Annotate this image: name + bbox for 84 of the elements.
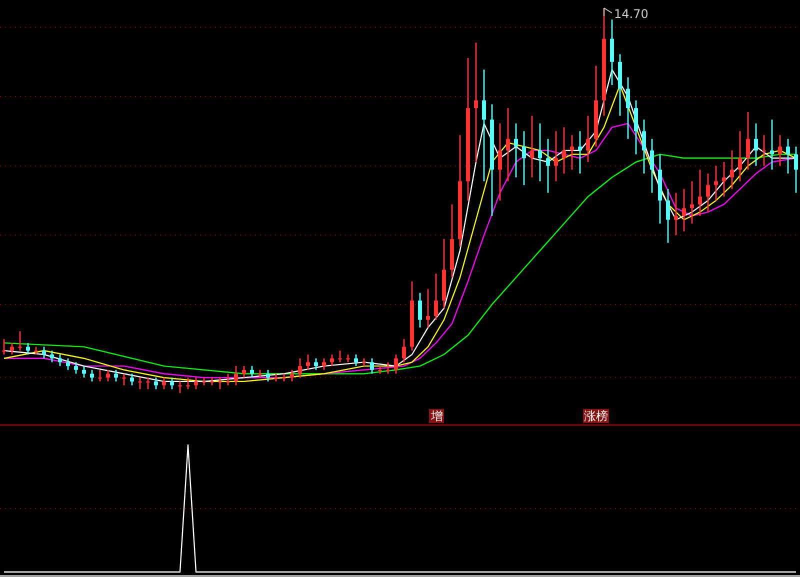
candlestick [498, 122, 502, 202]
candlestick [234, 365, 238, 386]
candlestick [746, 111, 750, 170]
candlestick [634, 100, 638, 155]
candlestick [738, 130, 742, 182]
text: 涨榜 [584, 409, 608, 423]
candlestick [394, 354, 398, 374]
candlestick [106, 369, 110, 382]
candlestick [130, 373, 134, 386]
candlestick [266, 369, 270, 382]
candlestick [114, 369, 118, 382]
candlestick [626, 76, 630, 140]
candlestick [82, 365, 86, 378]
candlestick [146, 376, 150, 390]
candlestick [218, 376, 222, 390]
candlestick [770, 118, 774, 170]
candlestick [762, 134, 766, 167]
candlestick [794, 146, 798, 194]
annotation: 14.70 [614, 7, 648, 21]
candlestick [330, 354, 334, 367]
candlestick [138, 376, 142, 390]
candlestick [514, 122, 518, 178]
candlestick [162, 376, 166, 390]
candlestick [778, 134, 782, 167]
candlestick [530, 115, 534, 178]
candlestick [786, 138, 790, 174]
candlestick [18, 330, 22, 352]
candlestick [186, 376, 190, 390]
candlestick [562, 126, 566, 174]
candlestick [690, 180, 694, 224]
candlestick [10, 342, 14, 356]
candlestick [578, 130, 582, 174]
candlestick [506, 107, 510, 182]
candlestick [730, 150, 734, 190]
candlestick [386, 362, 390, 374]
candlestick [74, 362, 78, 374]
candlestick [98, 369, 102, 382]
candlestick [418, 292, 422, 328]
candlestick [298, 358, 302, 378]
candlestick [26, 342, 30, 356]
candlestick [370, 358, 374, 374]
text: 增 [430, 409, 443, 423]
candlestick [122, 373, 126, 386]
candlestick [722, 161, 726, 198]
candlestick [682, 188, 686, 232]
candlestick [66, 358, 70, 371]
candlestick [610, 18, 614, 86]
candlestick [706, 172, 710, 213]
candlestick [290, 369, 294, 382]
candlestick [2, 338, 6, 356]
candlestick [642, 118, 646, 174]
candlestick [194, 376, 198, 390]
candlestick [714, 165, 718, 202]
candlestick [242, 365, 246, 378]
candlestick [42, 346, 46, 360]
candlestick [226, 373, 230, 386]
candlestick [90, 369, 94, 382]
candlestick [354, 354, 358, 367]
candlestick [554, 130, 558, 182]
candlestick [338, 350, 342, 363]
candlestick [522, 130, 526, 186]
candlestick [538, 122, 542, 182]
candlestick [650, 138, 654, 194]
candlestick [546, 138, 550, 194]
candlestick [426, 288, 430, 328]
candlestick [58, 354, 62, 367]
candlestick [474, 42, 478, 163]
candlestick [306, 354, 310, 371]
candlestick [178, 380, 182, 394]
candlestick [570, 134, 574, 170]
candlestick [482, 68, 486, 182]
candlestick [50, 350, 54, 363]
candlestick [586, 115, 590, 163]
candlestick [674, 192, 678, 236]
candlestick [322, 358, 326, 371]
candlestick [666, 188, 670, 244]
candlestick [314, 358, 318, 371]
candlestick [754, 122, 758, 167]
candlestick [154, 376, 158, 390]
candlestick [170, 376, 174, 390]
candlestick [250, 365, 254, 378]
candlestick [698, 169, 702, 217]
candlestick [434, 272, 438, 321]
candlestick [402, 338, 406, 363]
